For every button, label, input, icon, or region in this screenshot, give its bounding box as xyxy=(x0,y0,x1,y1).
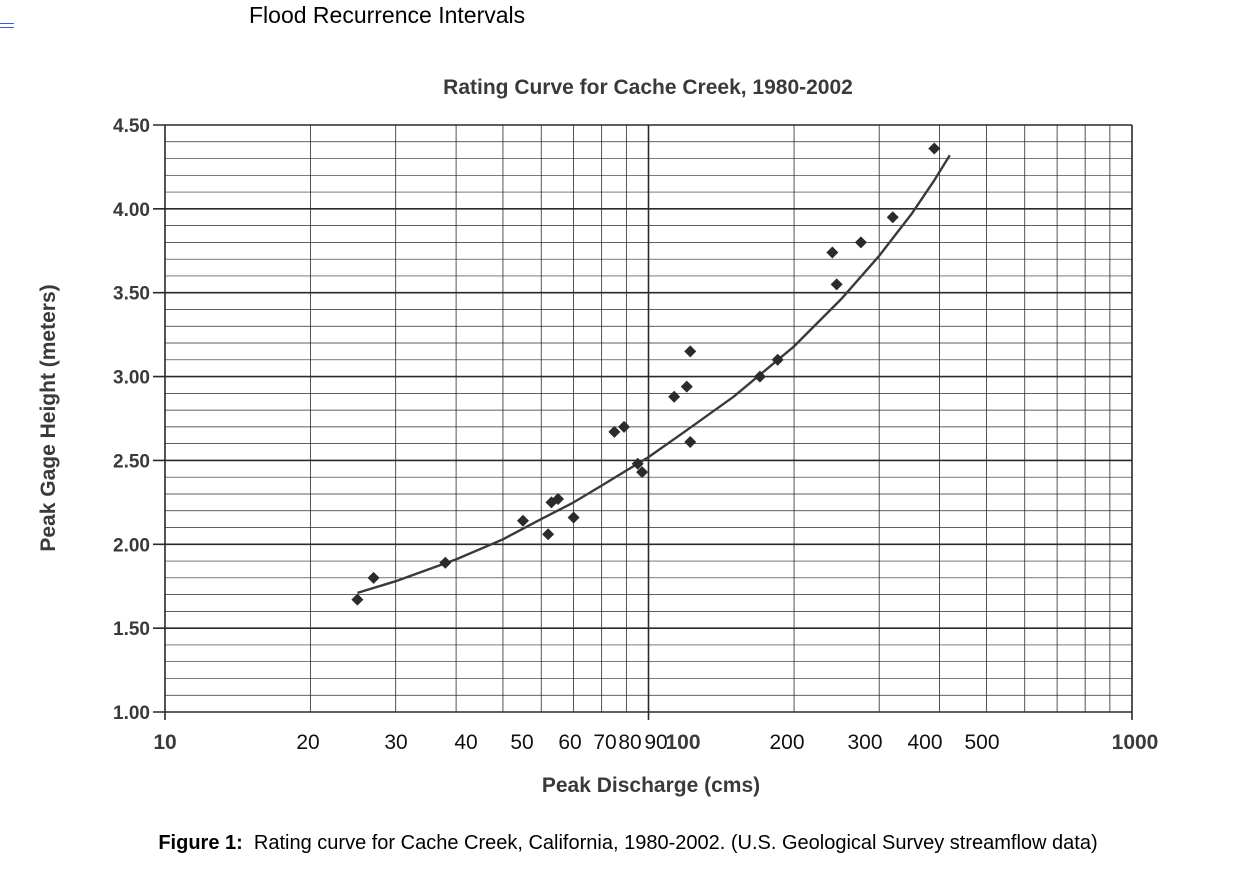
x-tick-label: 20 xyxy=(296,731,319,754)
x-tick-label: 50 xyxy=(510,731,533,754)
data-point xyxy=(618,420,631,433)
data-points xyxy=(351,142,941,606)
y-tick-label: 1.50 xyxy=(113,619,150,640)
data-point xyxy=(367,571,380,584)
y-tick-label: 3.50 xyxy=(113,284,150,305)
y-tick-label: 2.00 xyxy=(113,535,150,556)
figure-caption: Figure 1: Rating curve for Cache Creek, … xyxy=(0,832,1256,855)
x-tick-label: 40 xyxy=(454,731,477,754)
data-point xyxy=(928,142,941,155)
caption-label: Figure 1: xyxy=(158,832,243,854)
corner-mark xyxy=(0,23,14,28)
data-point xyxy=(439,556,452,569)
data-point xyxy=(886,211,899,224)
x-tick-label: 200 xyxy=(769,731,804,754)
data-point xyxy=(542,528,555,541)
data-point xyxy=(608,425,621,438)
x-tick-label: 400 xyxy=(907,731,942,754)
y-axis-label: Peak Gage Height (meters) xyxy=(37,284,60,551)
x-tick-label: 60 xyxy=(558,731,581,754)
data-point xyxy=(636,466,649,479)
data-point xyxy=(854,236,867,249)
data-point xyxy=(631,457,644,470)
y-tick-label: 4.00 xyxy=(113,200,150,221)
caption-text: Rating curve for Cache Creek, California… xyxy=(253,832,1098,854)
y-tick-labels: 1.00 1.50 2.00 2.50 3.00 3.50 4.00 4.50 xyxy=(113,116,150,724)
data-point xyxy=(516,514,529,527)
data-point xyxy=(771,353,784,366)
y-tick-label: 1.00 xyxy=(113,703,150,724)
y-tick-label: 4.50 xyxy=(113,116,150,137)
x-tick-label: 80 xyxy=(618,731,641,754)
x-tick-label: 1000 xyxy=(1112,731,1159,754)
fit-curve xyxy=(357,154,951,595)
x-tick-label: 10 xyxy=(153,731,176,754)
page-title: Flood Recurrence Intervals xyxy=(249,2,526,28)
x-tick-label: 300 xyxy=(847,731,882,754)
y-tick-label: 2.50 xyxy=(113,451,150,472)
data-point xyxy=(830,278,843,291)
data-point xyxy=(680,380,693,393)
rating-curve-chart: 1.00 1.50 2.00 2.50 3.00 3.50 4.00 4.50 10 20 30 4… xyxy=(37,76,1158,797)
y-tick-label: 3.00 xyxy=(113,368,150,389)
x-tick-label: 90 xyxy=(644,731,667,754)
data-point xyxy=(684,435,697,448)
data-point xyxy=(668,390,681,403)
data-point xyxy=(567,511,580,524)
x-tick-label: 100 xyxy=(665,731,700,754)
data-point xyxy=(351,593,364,606)
data-point xyxy=(684,345,697,358)
x-tick-label: 30 xyxy=(384,731,407,754)
data-point xyxy=(552,493,565,506)
data-point xyxy=(753,370,766,383)
x-tick-label: 70 xyxy=(593,731,616,754)
x-axis-label: Peak Discharge (cms) xyxy=(542,774,760,797)
x-tick-label: 500 xyxy=(964,731,999,754)
chart-title: Rating Curve for Cache Creek, 1980-2002 xyxy=(443,76,853,99)
data-point xyxy=(826,246,839,259)
fit-curve-layer xyxy=(357,154,951,595)
major-grid xyxy=(153,124,1133,720)
